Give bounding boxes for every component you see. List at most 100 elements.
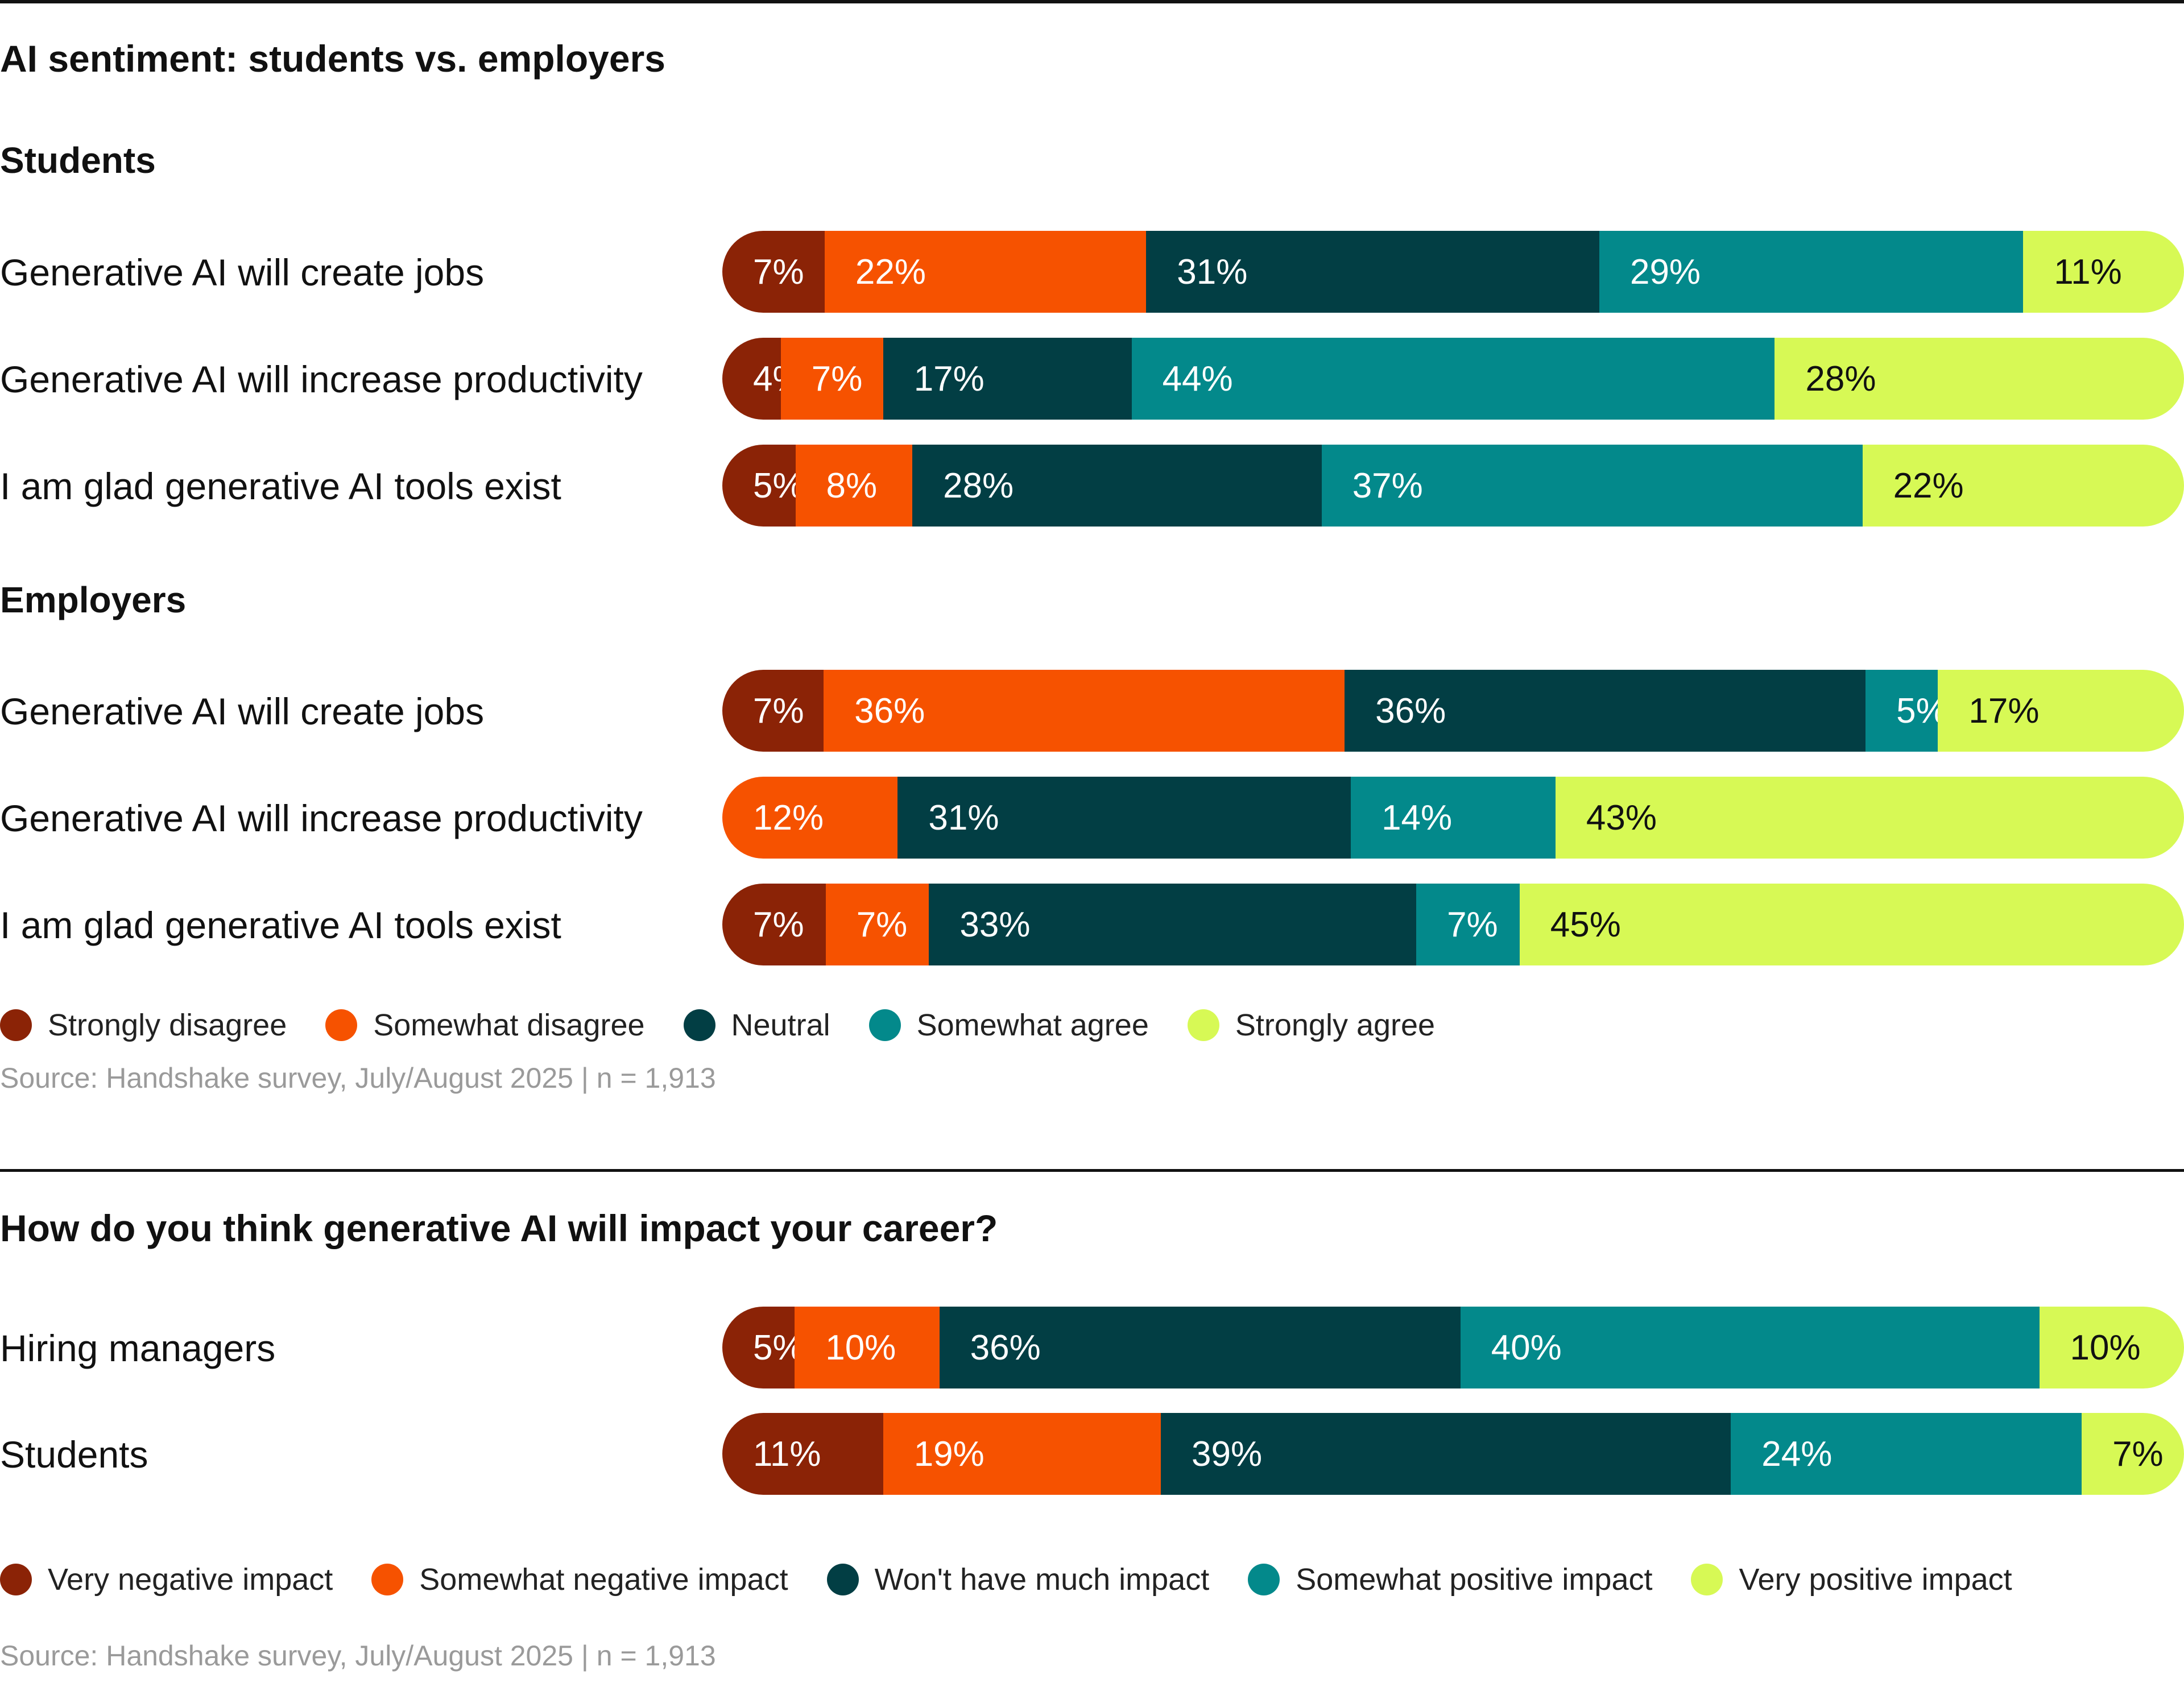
data-label: 7% [753, 691, 804, 731]
data-label: 17% [913, 359, 985, 399]
legend-swatch [826, 1564, 859, 1595]
legend-swatch [0, 1564, 32, 1595]
bar-segment: 17% [883, 338, 1132, 420]
data-label: 37% [1352, 466, 1423, 505]
bar-segment: 14% [1351, 777, 1556, 859]
legend-item: Somewhat negative impact [371, 1562, 788, 1597]
chart-title: How do you think generative AI will impa… [0, 1207, 998, 1249]
bar-segment: 7% [780, 338, 883, 420]
legend-label: Somewhat disagree [373, 1008, 645, 1042]
legend-item: Somewhat disagree [325, 1008, 645, 1043]
bar-segment: 45% [1519, 884, 2184, 965]
row-label: I am glad generative AI tools exist [0, 465, 561, 507]
data-label: 7% [2112, 1434, 2164, 1474]
legend-label: Somewhat agree [916, 1008, 1149, 1042]
bar-segment: 39% [1160, 1413, 1731, 1495]
row-label: Students [0, 1433, 148, 1475]
bar-segment: 40% [1460, 1307, 2040, 1388]
data-label: 7% [753, 905, 804, 944]
bar-segment: 36% [939, 1307, 1461, 1388]
bar-segment: 22% [1862, 445, 2184, 527]
bar-segment: 11% [2023, 231, 2184, 313]
source-note: Source: Handshake survey, July/August 20… [0, 1062, 716, 1094]
data-label: 24% [1761, 1434, 1833, 1474]
bar-segment: 11% [722, 1413, 883, 1495]
data-label: 7% [753, 252, 804, 292]
legend-label: Strongly agree [1235, 1008, 1436, 1042]
bar-segment: 37% [1321, 445, 1863, 527]
bar-segment: 5% [722, 445, 796, 527]
bar-segment: 24% [1731, 1413, 2082, 1495]
legend-swatch [1691, 1564, 1723, 1595]
data-label: 28% [943, 466, 1014, 505]
data-label: 17% [1968, 691, 2040, 731]
data-label: 12% [753, 798, 824, 838]
stacked-bar: 11% 19% 39% 24% 7% [722, 1413, 2184, 1495]
bar-segment: 7% [722, 670, 824, 752]
stacked-bar: 7% 36% 36% 5% 17% [722, 670, 2184, 752]
bar-segment: 12% [722, 777, 898, 859]
data-label: 10% [825, 1328, 896, 1367]
row-label: Generative AI will create jobs [0, 690, 485, 732]
data-label: 4% [753, 359, 781, 399]
data-label: 7% [811, 359, 863, 399]
data-label: 22% [1893, 466, 1964, 505]
bar-segment: 28% [912, 445, 1322, 527]
data-label: 5% [1896, 691, 1938, 731]
row-label: Hiring managers [0, 1327, 276, 1369]
data-label: 43% [1586, 798, 1657, 838]
stacked-bar: 12% 31% 14% 43% [722, 777, 2184, 859]
legend-label: Strongly disagree [48, 1008, 287, 1042]
data-label: 7% [856, 905, 908, 944]
bar-segment: 43% [1555, 777, 2184, 859]
row-label: Generative AI will increase productivity [0, 797, 643, 839]
bar-segment: 31% [897, 777, 1351, 859]
stacked-bar: 7% 22% 31% 29% 11% [722, 231, 2184, 313]
bar-segment: 5% [1866, 670, 1938, 752]
source-note: Source: Handshake survey, July/August 20… [0, 1640, 716, 1672]
row-label: Generative AI will create jobs [0, 251, 485, 293]
legend-swatch [0, 1009, 32, 1041]
legend-swatch [1248, 1564, 1280, 1595]
legend-swatch [1187, 1009, 1219, 1041]
data-label: 7% [1447, 905, 1498, 944]
bar-segment: 7% [722, 884, 826, 965]
row-label: Generative AI will increase productivity [0, 358, 643, 400]
data-label: 29% [1629, 252, 1701, 292]
data-label: 31% [1177, 252, 1248, 292]
data-label: 31% [928, 798, 999, 838]
bar-segment: 8% [795, 445, 913, 527]
legend-label: Very negative impact [48, 1562, 333, 1597]
stacked-bar: 4% 7% 17% 44% 28% [722, 338, 2184, 420]
bar-segment: 28% [1774, 338, 2184, 420]
bar-segment: 7% [825, 884, 929, 965]
bar-segment: 33% [929, 884, 1417, 965]
data-label: 33% [959, 905, 1031, 944]
legend-item: Somewhat positive impact [1248, 1562, 1652, 1597]
stacked-bar: 5% 10% 36% 40% 10% [722, 1307, 2184, 1388]
data-label: 11% [753, 1434, 821, 1474]
data-label: 36% [1375, 691, 1446, 731]
bar-segment: 29% [1599, 231, 2024, 313]
data-label: 10% [2070, 1328, 2141, 1367]
stacked-bar: 7% 7% 33% 7% 45% [722, 884, 2184, 965]
legend-label: Very positive impact [1739, 1562, 2012, 1597]
bar-segment: 10% [795, 1307, 940, 1388]
bar-segment: 7% [1416, 884, 1520, 965]
bar-segment: 7% [722, 231, 825, 313]
legend: Very negative impact Somewhat negative im… [0, 1562, 2012, 1597]
bar-segment: 44% [1131, 338, 1775, 420]
legend-label: Neutral [731, 1008, 830, 1042]
bar-segment: 36% [1345, 670, 1866, 752]
data-label: 36% [854, 691, 925, 731]
data-label: 11% [2054, 252, 2122, 292]
legend-swatch [868, 1009, 901, 1041]
legend-swatch [683, 1009, 715, 1041]
top-rule [0, 0, 2184, 3]
data-label: 14% [1381, 798, 1453, 838]
legend-swatch [325, 1009, 358, 1041]
bar-segment: 22% [824, 231, 1147, 313]
chart-title: AI sentiment: students vs. employers [0, 38, 665, 80]
bar-segment: 31% [1146, 231, 1599, 313]
data-label: 36% [970, 1328, 1041, 1367]
